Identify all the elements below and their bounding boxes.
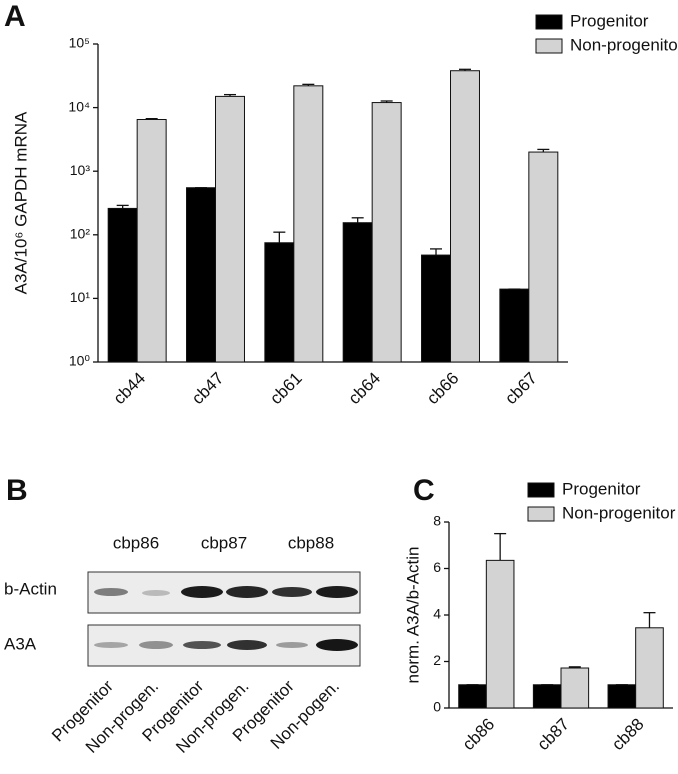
band xyxy=(94,588,128,596)
bar xyxy=(421,254,451,363)
blot-strip xyxy=(87,571,361,614)
legend-swatch xyxy=(527,482,555,498)
y-tick-label: 6 xyxy=(433,559,441,575)
y-tick-label: 10⁴ xyxy=(68,98,90,114)
bar xyxy=(264,242,295,363)
y-tick-label: 2 xyxy=(433,652,441,668)
row-label: A3A xyxy=(4,634,37,653)
band xyxy=(142,590,170,596)
legend-label: Progenitor xyxy=(570,11,649,30)
bar xyxy=(607,684,637,709)
x-tick-label: cb61 xyxy=(266,369,306,409)
legend-label: Progenitor xyxy=(562,479,641,498)
band xyxy=(227,640,267,650)
y-tick-label: 10¹ xyxy=(70,289,91,305)
legend-swatch xyxy=(527,506,555,522)
sample-label: cbp87 xyxy=(201,533,247,552)
x-tick-label: cb67 xyxy=(501,369,541,409)
band xyxy=(139,641,173,649)
band xyxy=(94,642,128,648)
x-tick-label: cb88 xyxy=(608,715,648,755)
bar xyxy=(371,102,402,363)
x-tick-label: cb44 xyxy=(110,369,150,409)
band xyxy=(183,641,221,649)
bar xyxy=(215,95,245,363)
bar xyxy=(450,70,480,363)
y-tick-label: 10² xyxy=(70,226,91,242)
legend-swatch xyxy=(535,14,563,30)
bar xyxy=(528,151,559,363)
legend-swatch xyxy=(535,38,563,54)
band xyxy=(226,586,268,598)
band xyxy=(181,586,223,598)
panel-label: B xyxy=(6,474,28,507)
bar xyxy=(293,85,324,363)
legend-label: Non-progenitor xyxy=(570,35,678,54)
blot-strip xyxy=(87,624,361,667)
x-tick-label: cb47 xyxy=(188,369,228,409)
bar xyxy=(485,559,515,709)
panel-label: A xyxy=(4,0,26,33)
bar xyxy=(635,627,664,709)
y-tick-label: 10⁰ xyxy=(69,353,91,369)
legend-label: Non-progenitor xyxy=(562,503,676,522)
sample-label: cbp88 xyxy=(288,533,334,552)
bar xyxy=(560,667,590,709)
blot xyxy=(87,571,361,667)
band xyxy=(272,587,312,597)
bar xyxy=(499,288,530,363)
bar xyxy=(532,684,562,709)
y-tick-label: 8 xyxy=(433,513,441,529)
bar xyxy=(342,222,373,363)
y-axis-label: norm. A3A/b-Actin xyxy=(403,546,422,683)
bar xyxy=(186,187,216,363)
row-label: b-Actin xyxy=(4,579,57,598)
band xyxy=(316,639,358,651)
bar xyxy=(136,118,167,363)
y-tick-label: 10³ xyxy=(70,162,91,178)
bar xyxy=(107,207,138,363)
band xyxy=(316,586,358,598)
x-tick-label: cb87 xyxy=(533,715,573,755)
y-tick-label: 10⁵ xyxy=(69,35,90,51)
x-tick-label: cb64 xyxy=(345,369,385,409)
panel-label: C xyxy=(413,474,435,507)
band xyxy=(276,642,308,648)
y-tick-label: 4 xyxy=(433,606,441,622)
y-tick-label: 0 xyxy=(433,699,441,715)
sample-label: cbp86 xyxy=(113,533,159,552)
x-tick-label: cb86 xyxy=(459,715,499,755)
x-tick-label: cb66 xyxy=(423,369,463,409)
bar xyxy=(458,684,487,709)
y-axis-label: A3A/10⁶ GAPDH mRNA xyxy=(11,111,30,294)
